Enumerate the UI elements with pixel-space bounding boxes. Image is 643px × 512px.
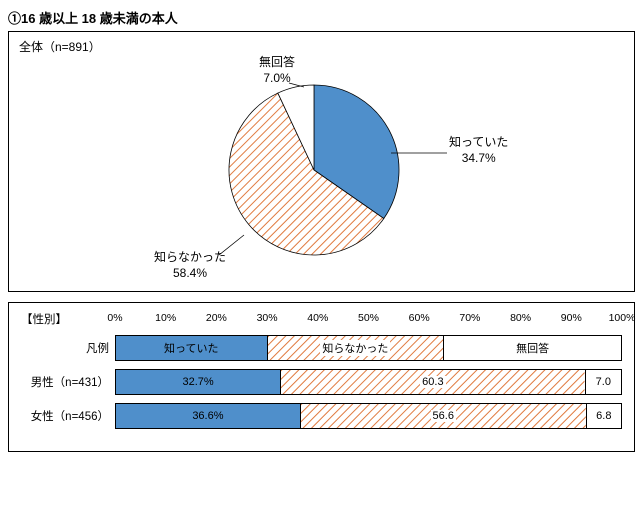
row-label: 凡例 xyxy=(21,340,115,356)
axis-ticks: 0%10%20%30%40%50%60%70%80%90%100% xyxy=(115,312,622,326)
pie-callout-knew: 知っていた 34.7% xyxy=(449,135,508,166)
axis-tick: 30% xyxy=(257,312,278,324)
callout-pct: 7.0% xyxy=(259,71,295,87)
bar-row: 男性（n=431）32.7% 60.3 7.0 xyxy=(21,369,622,395)
bar-segment: 56.6 xyxy=(301,404,587,428)
row-label: 女性（n=456） xyxy=(21,408,115,424)
callout-label: 知っていた xyxy=(449,135,508,149)
pie-panel-label: 全体（n=891） xyxy=(19,38,624,55)
row-label: 男性（n=431） xyxy=(21,374,115,390)
seg-label: 知らなかった xyxy=(320,340,390,356)
axis-tick: 80% xyxy=(510,312,531,324)
bar-segment: 36.6% xyxy=(116,404,301,428)
bar-segment: 知っていた xyxy=(116,336,268,360)
bar-track: 36.6% 56.6 6.8 xyxy=(115,403,622,429)
callout-pct: 34.7% xyxy=(449,151,508,167)
axis-tick: 70% xyxy=(459,312,480,324)
seg-label: 56.6 xyxy=(431,410,456,422)
bar-segment: 知らなかった xyxy=(268,336,445,360)
bar-track: 32.7% 60.3 7.0 xyxy=(115,369,622,395)
callout-label: 知らなかった xyxy=(154,250,226,264)
axis-tick: 40% xyxy=(307,312,328,324)
bar-track: 知っていた 知らなかった 無回答 xyxy=(115,335,622,361)
bar-segment: 32.7% xyxy=(116,370,281,394)
callout-pct: 58.4% xyxy=(154,266,226,282)
axis-tick: 10% xyxy=(155,312,176,324)
axis-tick: 20% xyxy=(206,312,227,324)
bar-segment: 7.0 xyxy=(586,370,621,394)
bar-segment: 6.8 xyxy=(587,404,621,428)
page-title: ①16 歳以上 18 歳未満の本人 xyxy=(8,8,635,27)
pie-panel: 全体（n=891） 無回答 7.0% 知っていた 34.7% 知らなか xyxy=(8,31,635,292)
axis-tick: 60% xyxy=(409,312,430,324)
bars-header: 【性別】 xyxy=(21,311,115,327)
bar-segment: 60.3 xyxy=(281,370,586,394)
axis-row: 【性別】 0%10%20%30%40%50%60%70%80%90%100% xyxy=(21,311,622,327)
pie-wrap: 無回答 7.0% 知っていた 34.7% 知らなかった 58.4% xyxy=(19,55,624,285)
pie-callout-no-answer: 無回答 7.0% xyxy=(259,55,295,86)
seg-label: 60.3 xyxy=(420,376,445,388)
legend-row: 凡例知っていた 知らなかった 無回答 xyxy=(21,335,622,361)
bar-segment: 無回答 xyxy=(444,336,621,360)
axis-tick: 90% xyxy=(561,312,582,324)
pie-chart xyxy=(219,75,409,265)
axis-tick: 100% xyxy=(609,312,636,324)
bar-row: 女性（n=456）36.6% 56.6 6.8 xyxy=(21,403,622,429)
callout-label: 無回答 xyxy=(259,55,295,69)
pie-callout-didnt-know: 知らなかった 58.4% xyxy=(154,250,226,281)
bars-panel: 【性別】 0% 10% 20% 30% 40% 50% 60% 70% 80% 90% 100% 凡… xyxy=(8,302,635,452)
axis-tick: 50% xyxy=(358,312,379,324)
axis-tick: 0% xyxy=(107,312,122,324)
